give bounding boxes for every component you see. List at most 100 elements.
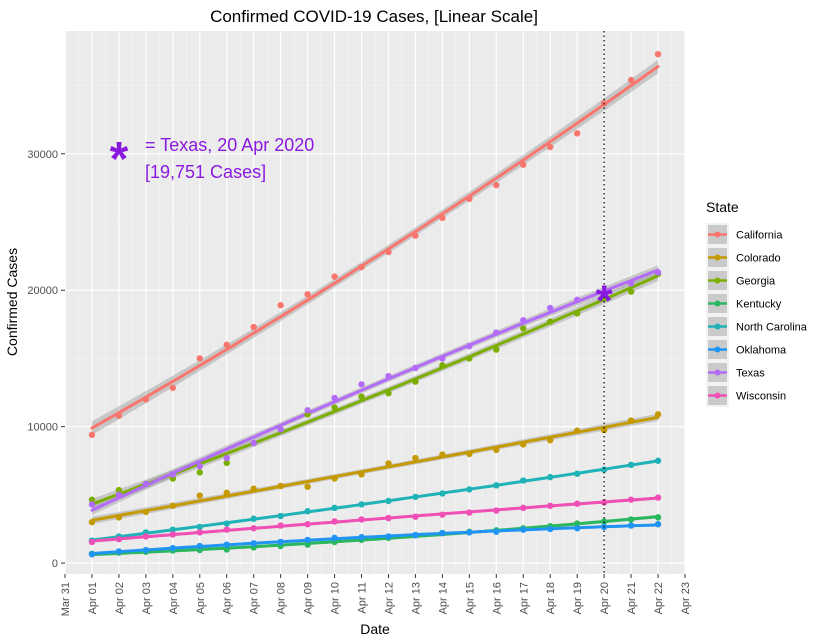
point-california	[439, 214, 446, 222]
point-north-carolina	[331, 504, 338, 512]
point-california	[304, 291, 311, 298]
point-wisconsin	[358, 516, 365, 523]
point-kentucky	[223, 546, 230, 553]
point-wisconsin	[654, 494, 662, 501]
point-oklahoma	[573, 525, 581, 532]
point-oklahoma	[277, 538, 284, 546]
point-wisconsin	[600, 499, 608, 506]
point-oklahoma	[250, 540, 257, 547]
point-texas	[304, 407, 311, 414]
point-texas	[115, 491, 123, 499]
point-colorado	[600, 426, 608, 434]
legend-label: Oklahoma	[736, 345, 787, 357]
point-colorado	[358, 471, 365, 478]
point-wisconsin	[520, 504, 527, 512]
x-tick-label: Apr 17	[518, 582, 530, 614]
x-tick-label: Apr 05	[195, 582, 207, 614]
point-california	[115, 412, 123, 419]
point-california	[196, 355, 203, 362]
x-tick-label: Apr 14	[437, 582, 449, 614]
point-georgia	[466, 355, 473, 362]
legend-label: North Carolina	[736, 322, 808, 334]
point-california	[331, 273, 338, 280]
point-texas	[250, 439, 257, 447]
y-axis: 0 10000 20000 30000	[27, 149, 65, 570]
point-colorado	[88, 518, 96, 526]
point-wisconsin	[331, 518, 338, 525]
point-texas	[169, 471, 177, 478]
point-texas	[223, 454, 230, 462]
point-north-carolina	[493, 482, 500, 489]
point-california	[573, 130, 581, 137]
x-axis-title: Date	[360, 621, 390, 637]
point-wisconsin	[142, 533, 150, 540]
x-tick-label: Apr 08	[276, 582, 288, 614]
line-georgia	[90, 274, 660, 506]
point-california	[169, 384, 177, 391]
point-georgia	[573, 310, 581, 317]
point-wisconsin	[196, 529, 203, 536]
legend-key-point	[714, 254, 721, 261]
band-texas	[92, 265, 658, 515]
point-wisconsin	[412, 513, 419, 520]
data-points	[88, 50, 662, 558]
point-texas	[358, 381, 365, 388]
point-oklahoma	[493, 528, 500, 535]
point-wisconsin	[466, 509, 473, 516]
point-texas	[600, 290, 608, 297]
x-tick-label: Apr 23	[680, 582, 692, 614]
x-tick-label: Apr 22	[653, 582, 665, 614]
point-georgia	[439, 362, 446, 369]
y-tick-label: 20000	[27, 285, 58, 297]
point-north-carolina	[250, 515, 257, 522]
legend-key-point	[714, 300, 721, 307]
x-tick-label: Apr 09	[303, 582, 315, 614]
annotation-line-2: [19,751 Cases]	[145, 162, 266, 182]
point-texas	[412, 364, 419, 372]
point-california	[520, 161, 527, 168]
y-tick-label: 30000	[27, 149, 58, 161]
y-axis-title: Confirmed Cases	[4, 248, 20, 356]
point-texas	[142, 480, 150, 488]
point-wisconsin	[493, 507, 500, 514]
point-california	[88, 431, 96, 439]
point-georgia	[493, 346, 500, 353]
line-texas	[90, 268, 660, 512]
point-california	[250, 323, 257, 331]
legend-label: Wisconsin	[736, 391, 786, 403]
line-north-carolina	[90, 459, 660, 542]
x-tick-label: Apr 19	[572, 582, 584, 614]
point-kentucky	[627, 516, 635, 523]
point-georgia	[331, 404, 338, 411]
point-wisconsin	[439, 511, 446, 518]
line-colorado	[90, 415, 660, 522]
point-georgia	[223, 459, 230, 467]
point-north-carolina	[304, 508, 311, 515]
line-kentucky	[90, 515, 660, 556]
point-california	[654, 50, 662, 58]
line-california	[90, 65, 660, 430]
x-tick-label: Apr 07	[249, 582, 261, 614]
point-georgia	[196, 469, 203, 476]
point-georgia	[358, 393, 365, 400]
legend-label: Kentucky	[736, 299, 782, 311]
point-california	[412, 232, 419, 239]
point-colorado	[304, 483, 311, 490]
point-oklahoma	[88, 551, 96, 558]
point-oklahoma	[466, 529, 473, 536]
x-tick-label: Apr 15	[464, 582, 476, 614]
point-oklahoma	[412, 531, 419, 539]
point-california	[277, 302, 284, 309]
legend-label: Georgia	[736, 276, 776, 288]
point-wisconsin	[627, 496, 635, 503]
point-california	[547, 143, 554, 151]
point-oklahoma	[142, 546, 150, 554]
point-colorado	[115, 514, 123, 521]
point-north-carolina	[439, 490, 446, 497]
point-north-carolina	[466, 486, 473, 493]
point-oklahoma	[358, 533, 365, 541]
annotation-line-1: = Texas, 20 Apr 2020	[145, 135, 314, 155]
x-tick-label: Apr 16	[491, 582, 503, 614]
point-california	[358, 263, 365, 271]
point-texas	[654, 269, 662, 276]
